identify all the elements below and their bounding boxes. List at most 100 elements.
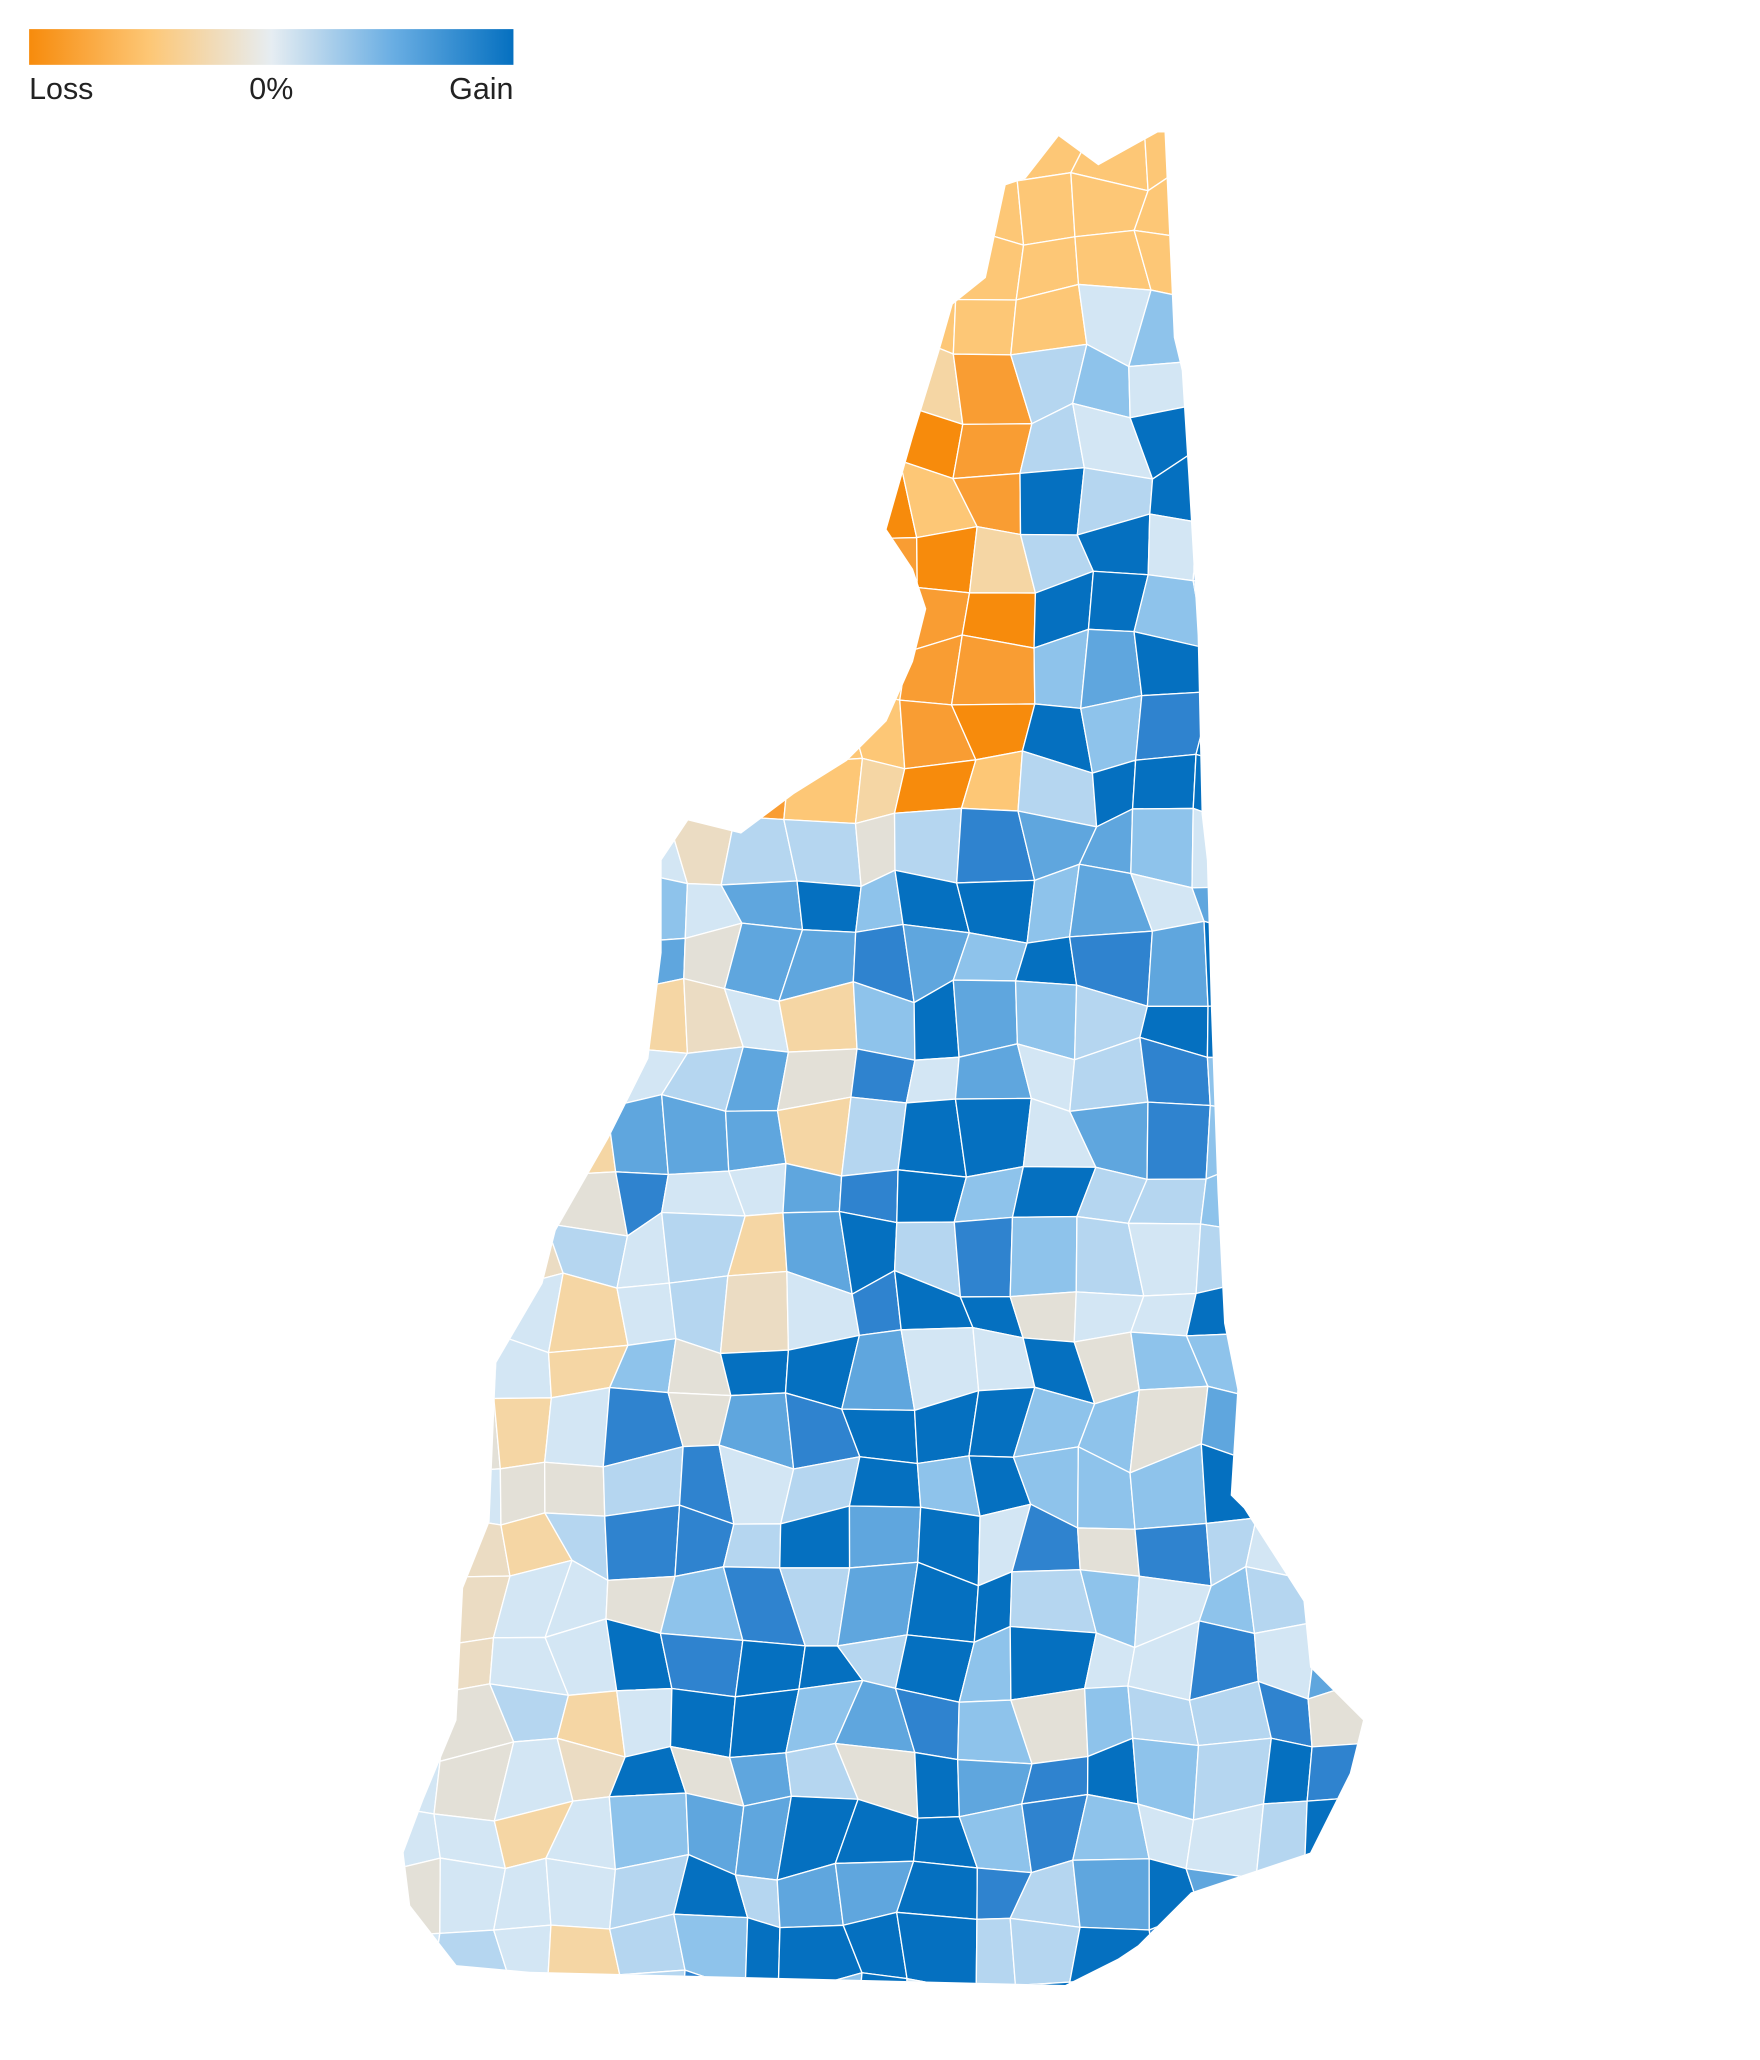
town-region <box>551 164 622 235</box>
town-region <box>403 1640 454 1706</box>
town-region <box>403 453 446 541</box>
town-region <box>551 232 630 296</box>
town-region <box>1303 1795 1363 1868</box>
town-region <box>612 232 690 296</box>
town-region <box>613 165 682 251</box>
town-region <box>1185 1867 1263 1937</box>
town-region <box>492 1924 552 1985</box>
town-region <box>840 1096 908 1177</box>
town-region <box>1432 119 1501 176</box>
town-region <box>1359 925 1363 988</box>
town-region <box>485 186 573 235</box>
town-region <box>837 396 901 463</box>
town-region <box>1429 1681 1503 1762</box>
town-region <box>1313 1501 1363 1585</box>
town-region <box>1133 630 1214 697</box>
town-region <box>608 575 679 650</box>
town-region <box>1068 1973 1156 1985</box>
town-region <box>1192 579 1267 649</box>
town-region <box>1200 1442 1273 1525</box>
town-region <box>845 132 907 178</box>
town-region <box>446 1397 502 1473</box>
town-region <box>606 691 686 755</box>
town-region <box>1255 818 1321 888</box>
town-region <box>1255 1800 1308 1880</box>
town-region <box>1373 1386 1427 1472</box>
town-region <box>1258 293 1315 357</box>
town-region <box>916 525 978 594</box>
town-region <box>1317 1570 1363 1639</box>
town-region <box>403 1760 441 1815</box>
town-region <box>1300 574 1363 639</box>
town-region <box>1378 1101 1445 1180</box>
town-region <box>1367 340 1438 406</box>
town-region <box>1318 163 1363 245</box>
town-region <box>509 395 558 483</box>
town-region <box>568 132 622 189</box>
town-region <box>841 646 908 701</box>
town-region <box>544 1171 629 1237</box>
town-region <box>544 457 630 536</box>
town-region <box>895 1911 978 1985</box>
town-region <box>403 1335 454 1411</box>
town-region <box>667 750 739 822</box>
town-region <box>1016 171 1076 246</box>
town-region <box>403 630 455 713</box>
town-region <box>433 176 506 232</box>
town-region <box>780 336 854 423</box>
town-region <box>604 1504 681 1581</box>
town-region <box>717 705 803 764</box>
town-region <box>1369 1637 1429 1690</box>
town-region <box>454 339 514 409</box>
town-region <box>1263 1331 1329 1405</box>
town-region <box>1371 631 1427 709</box>
town-region <box>553 866 621 944</box>
town-region <box>1146 1101 1211 1181</box>
town-region <box>1242 584 1319 640</box>
town-region <box>1383 1921 1430 1992</box>
town-region <box>905 1056 960 1104</box>
town-region <box>897 1098 968 1178</box>
town-region <box>682 691 739 756</box>
town-region <box>722 1523 782 1569</box>
town-region <box>1359 980 1363 1050</box>
town-region <box>724 1109 787 1172</box>
town-region <box>778 232 861 292</box>
town-region <box>1358 864 1363 928</box>
town-region <box>1302 864 1363 943</box>
town-region <box>549 1099 617 1177</box>
town-region <box>1319 1338 1363 1405</box>
town-region <box>895 282 957 355</box>
town-region <box>1246 933 1324 1002</box>
town-region <box>543 1461 606 1517</box>
town-region <box>546 751 616 823</box>
town-region <box>1195 1223 1272 1295</box>
town-region <box>1261 1924 1318 1982</box>
town-region <box>723 280 782 364</box>
town-region <box>403 229 439 291</box>
town-region <box>786 572 860 649</box>
town-region <box>553 817 616 887</box>
town-region <box>507 337 558 423</box>
town-region <box>1072 1858 1150 1931</box>
town-region <box>1200 352 1270 424</box>
town-region <box>434 1047 515 1123</box>
town-region <box>1257 637 1318 710</box>
town-region <box>551 987 628 1057</box>
town-region <box>452 1468 502 1526</box>
town-region <box>445 1100 515 1181</box>
town-region <box>616 641 684 708</box>
town-region <box>403 1515 454 1580</box>
town-region <box>546 1973 621 1985</box>
town-region <box>1369 1572 1437 1646</box>
town-region <box>1418 1101 1492 1157</box>
town-region <box>1300 398 1363 476</box>
town-region <box>603 1969 686 1985</box>
town-region <box>552 639 630 711</box>
town-region <box>485 230 556 291</box>
town-region <box>1430 1577 1504 1646</box>
town-region <box>403 598 433 656</box>
town-region <box>429 1516 511 1579</box>
town-region <box>847 170 900 234</box>
